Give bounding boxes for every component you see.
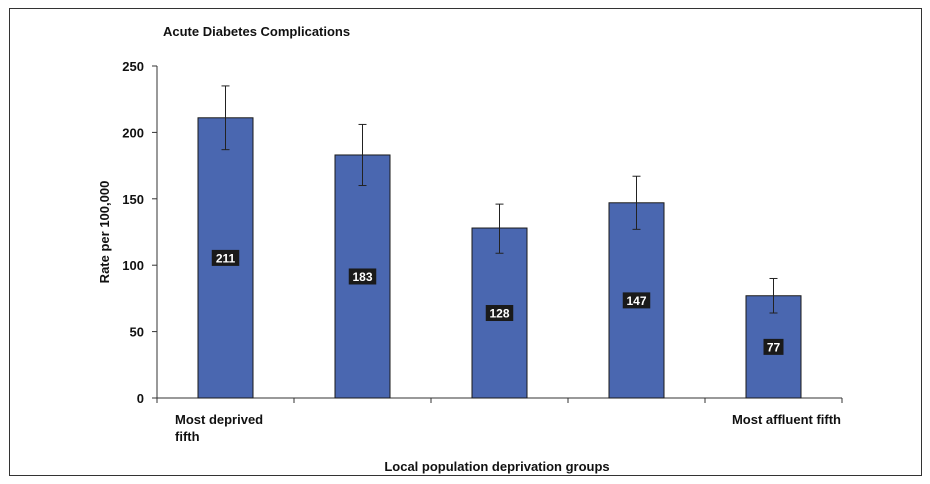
y-tick-label: 100 bbox=[122, 258, 144, 273]
y-axis-label: Rate per 100,000 bbox=[97, 181, 112, 284]
y-tick-label: 0 bbox=[137, 391, 144, 406]
chart-title: Acute Diabetes Complications bbox=[163, 24, 350, 39]
y-tick-label: 250 bbox=[122, 59, 144, 74]
data-label-box bbox=[485, 305, 514, 322]
data-label: 147 bbox=[626, 294, 646, 308]
y-tick-label: 150 bbox=[122, 192, 144, 207]
data-label: 183 bbox=[352, 270, 372, 284]
plot-area: 0 50 100 150 200 250 211 183 128 147 77 Most depriv… bbox=[122, 59, 843, 444]
y-tick-label: 200 bbox=[122, 125, 144, 140]
data-label-box bbox=[348, 268, 377, 285]
data-label-box bbox=[763, 338, 784, 355]
data-label-box bbox=[211, 249, 240, 266]
data-label: 128 bbox=[489, 307, 509, 321]
x-tick-label: Most affluent fifth bbox=[732, 412, 841, 427]
data-label-box bbox=[622, 292, 651, 309]
x-axis-label: Local population deprivation groups bbox=[384, 459, 609, 474]
data-label: 77 bbox=[767, 340, 781, 354]
x-tick-label: Most deprived fifth bbox=[175, 412, 263, 444]
y-tick-label: 50 bbox=[130, 325, 144, 340]
data-label: 211 bbox=[216, 251, 236, 265]
